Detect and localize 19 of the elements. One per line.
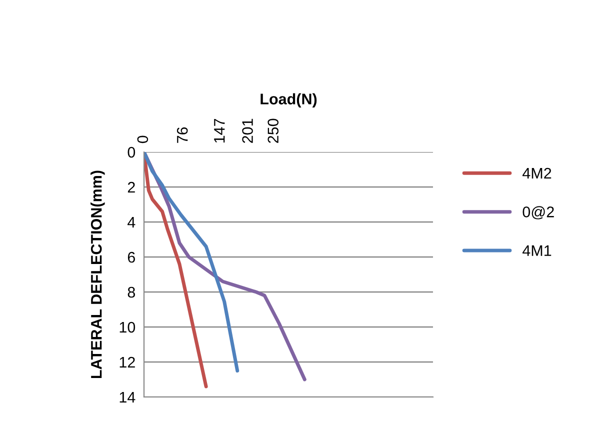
y-axis-title: LATERAL DEFLECTION(mm) — [90, 170, 105, 378]
y-tick-label: 6 — [128, 252, 135, 263]
x-tick-label: 201 — [242, 118, 253, 143]
x-tick-label: 76 — [176, 127, 188, 143]
y-tick-label: 0 — [128, 146, 136, 158]
legend-label: 4M2 — [522, 168, 552, 179]
legend-label: 0@2 — [522, 206, 554, 220]
y-tick-label: 12 — [120, 356, 135, 368]
y-tick-label: 4 — [128, 217, 136, 228]
y-tick-label: 10 — [120, 322, 136, 333]
x-tick-label: 0 — [137, 136, 148, 144]
x-axis-title: Load(N) — [260, 93, 317, 108]
line-series — [144, 152, 240, 372]
x-tick-label: 147 — [214, 118, 225, 142]
y-tick-label: 2 — [128, 182, 135, 193]
legend-label: 4M1 — [522, 245, 552, 256]
y-tick-label: 14 — [120, 392, 136, 403]
x-tick-label: 250 — [268, 118, 279, 143]
y-tick-label: 8 — [128, 286, 136, 298]
